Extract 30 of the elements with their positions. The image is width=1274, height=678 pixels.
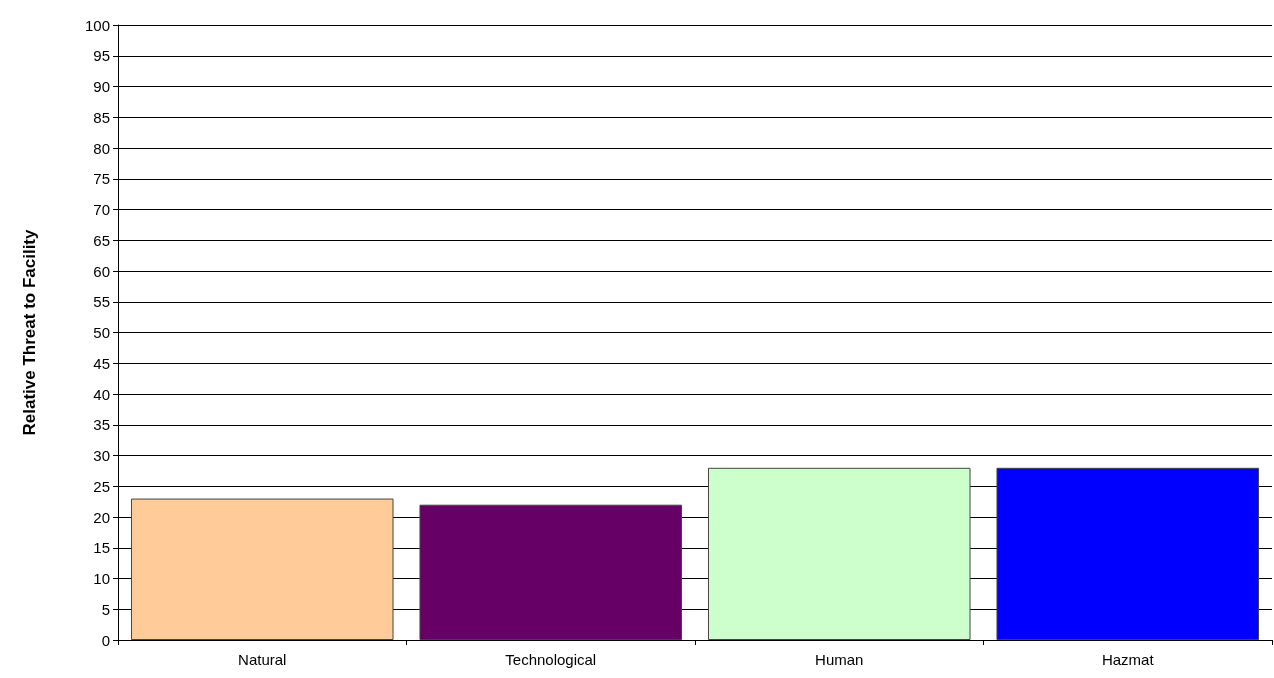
y-tick-label: 15 xyxy=(93,539,110,557)
x-tick-label: Technological xyxy=(505,651,597,668)
y-tick-label: 85 xyxy=(93,108,110,126)
y-tick-label: 50 xyxy=(93,324,110,341)
y-axis-title: Relative Threat to Facility xyxy=(20,228,39,436)
y-tick-label: 95 xyxy=(93,47,110,65)
bar xyxy=(707,467,971,640)
y-tick-label: 40 xyxy=(93,385,110,403)
y-tick-label: 80 xyxy=(93,139,110,157)
bar xyxy=(130,498,394,640)
y-tick-label: 10 xyxy=(93,570,110,587)
y-tick-label: 0 xyxy=(101,631,110,649)
x-tick-label: Hazmat xyxy=(1101,651,1155,668)
y-tick-label: 20 xyxy=(93,508,110,526)
y-tick-label: 60 xyxy=(93,262,110,280)
y-tick-label: 75 xyxy=(93,170,110,188)
y-tick-label: 5 xyxy=(101,600,110,618)
y-tick-label: 25 xyxy=(93,477,110,495)
x-tick-label: Human xyxy=(815,651,864,668)
y-tick-label: 70 xyxy=(93,201,110,218)
y-tick-label: 100 xyxy=(84,16,110,34)
y-tick-label: 45 xyxy=(93,354,110,372)
y-tick-label: 35 xyxy=(93,416,110,434)
y-tick-label: 30 xyxy=(93,447,110,464)
y-tick-label: 55 xyxy=(93,293,110,311)
y-tick-label: 65 xyxy=(93,231,110,249)
bar xyxy=(996,467,1260,640)
bar xyxy=(419,504,683,640)
y-tick-label: 90 xyxy=(93,78,110,95)
x-tick-label: Natural xyxy=(238,651,287,668)
